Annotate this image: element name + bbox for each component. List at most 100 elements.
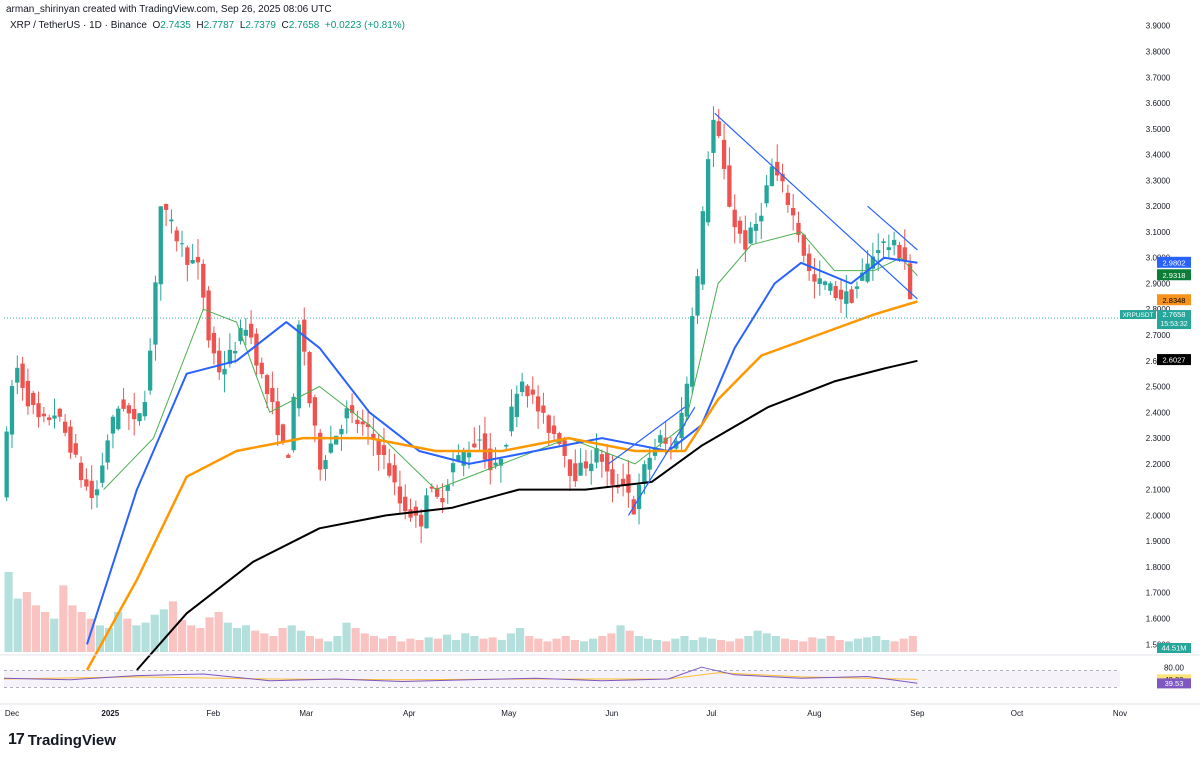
candle-body (195, 256, 201, 263)
x-tick-label: 2025 (101, 709, 119, 718)
countdown-label: 15:53:32 (1160, 321, 1187, 328)
volume-bar (534, 638, 543, 652)
y-tick-label: 3.1000 (1146, 228, 1171, 237)
x-tick-label: Feb (206, 709, 220, 718)
volume-bar (241, 625, 251, 652)
volume-bar (424, 637, 433, 652)
candle-body (132, 408, 137, 420)
current-symbol-label: XRPUSDT (1122, 312, 1153, 319)
candle-body (849, 289, 854, 303)
current-price-label: 2.7658 (1163, 310, 1186, 319)
volume-bar (260, 633, 269, 652)
candle-body (716, 121, 721, 137)
volume-bar (525, 636, 534, 652)
candle-body (392, 465, 397, 483)
volume-bar (863, 637, 872, 652)
candle-body (328, 443, 333, 453)
candle-body (891, 239, 897, 246)
volume-bar (4, 572, 13, 652)
y-tick-label: 1.9000 (1146, 537, 1171, 546)
volume-bar (95, 625, 104, 652)
candle-body (870, 256, 876, 269)
volume-bar (634, 636, 643, 652)
volume-bar (589, 638, 598, 652)
x-tick-label: Mar (299, 709, 313, 718)
volume-bar (799, 641, 808, 652)
candle-body (296, 324, 302, 409)
rsi-line (3, 666, 918, 684)
candle-body (36, 403, 41, 418)
candle-body (84, 479, 89, 487)
ohlc-low: 2.7379 (245, 20, 276, 31)
candle-body (541, 405, 546, 413)
candle-body (68, 426, 73, 453)
ma-price-label: 2.9318 (1163, 271, 1186, 280)
ohlc-change: +0.0223 (+0.81%) (324, 20, 405, 31)
volume-bar (104, 628, 114, 652)
volume-bar (561, 636, 570, 652)
candle-body (748, 227, 753, 244)
candle-body (472, 443, 477, 448)
volume-bar (735, 638, 744, 652)
candle-body (259, 362, 264, 375)
volume-bar (159, 609, 168, 652)
volume-bar (579, 641, 589, 652)
volume-bar (187, 625, 196, 652)
rsi-level-label: 80.00 (1164, 663, 1185, 672)
y-tick-label: 1.6000 (1146, 614, 1171, 623)
candle-body (381, 445, 387, 456)
volume-bar (333, 636, 342, 652)
volume-bar (13, 598, 22, 652)
y-tick-label: 3.2000 (1146, 202, 1171, 211)
candle-body (333, 435, 339, 445)
volume-bar (141, 622, 150, 652)
candle-body (812, 274, 817, 282)
candle-body (206, 290, 211, 341)
sma100-line (85, 300, 918, 671)
candle-body (482, 433, 488, 460)
volume-bar (369, 636, 378, 652)
candle-body (62, 421, 68, 433)
candle-body (822, 281, 828, 285)
candle-body (445, 485, 450, 491)
candle-body (711, 119, 716, 153)
ma-price-tag (1157, 256, 1191, 268)
volume-bar (808, 637, 817, 652)
candle-body (15, 367, 20, 383)
current-symbol-tag (1120, 310, 1156, 320)
volume-bar (506, 633, 515, 652)
volume-bar (388, 636, 397, 652)
symbol-legend: XRP / TetherUS · 1D · Binance O2.7435 H2… (10, 20, 405, 31)
ma-price-tag (1157, 269, 1191, 281)
x-tick-label: Aug (807, 709, 821, 718)
volume-bar (671, 638, 680, 652)
candle-body (620, 478, 626, 485)
ma-price-label: 2.6027 (1163, 356, 1186, 365)
tradingview-logo[interactable]: 17 TradingView (8, 731, 116, 749)
volume-bar (826, 636, 835, 652)
candle-body (349, 405, 355, 413)
volume-bar (114, 612, 123, 652)
candle-body (493, 462, 498, 466)
volume-bar (479, 638, 488, 652)
candle-body (450, 463, 456, 473)
x-tick-label: Sep (910, 709, 925, 718)
volume-bar (351, 628, 360, 652)
volume-bar (598, 636, 607, 652)
candle-body (642, 464, 647, 484)
candle-body (727, 165, 732, 207)
candle-body (535, 396, 541, 412)
candle-body (291, 396, 296, 451)
candle-body (126, 405, 132, 414)
candle-body (94, 489, 100, 496)
volume-bar (296, 630, 305, 652)
y-tick-label: 2.8000 (1146, 305, 1171, 314)
volume-bar (196, 628, 205, 652)
rsi-value: 39.53 (1165, 679, 1184, 688)
candle-body (658, 435, 663, 443)
candle-body (211, 332, 217, 354)
trendline-descending-short (867, 205, 918, 251)
candle-body (121, 399, 126, 409)
candle-body (174, 230, 179, 242)
